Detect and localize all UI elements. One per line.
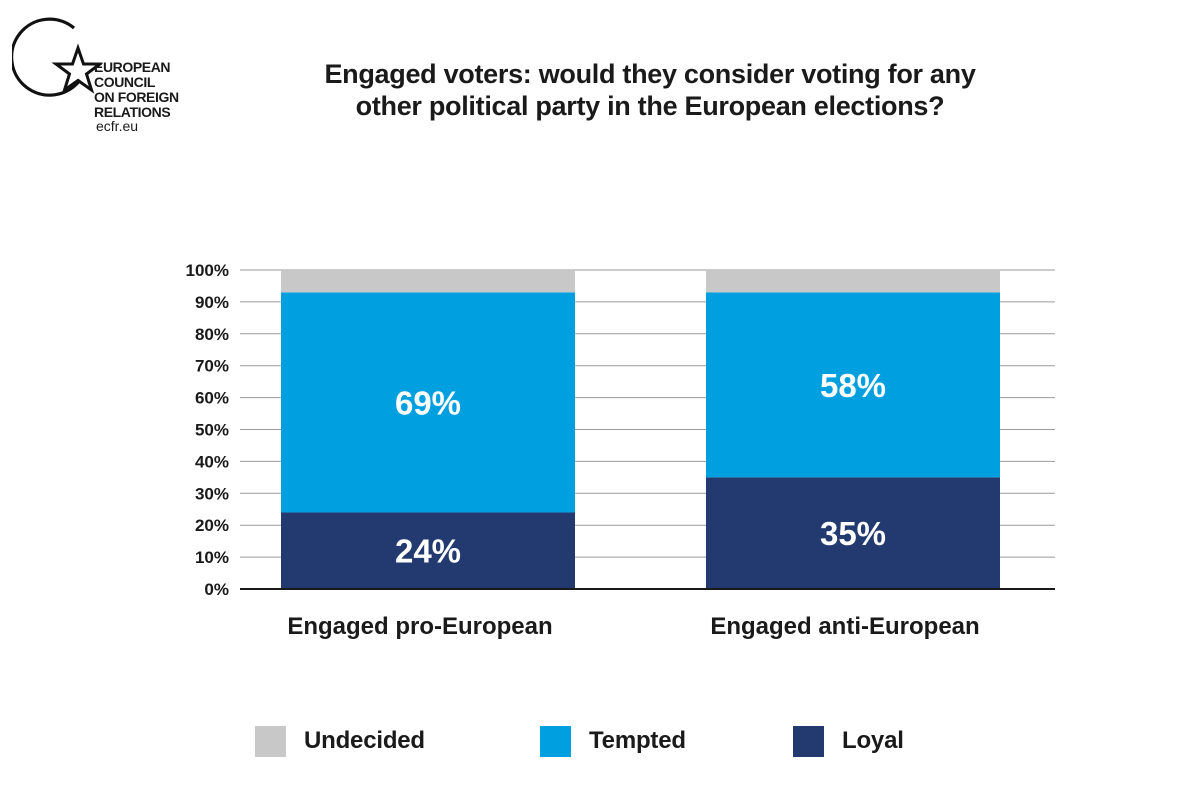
y-tick-label: 90%	[195, 293, 229, 312]
data-label-tempted: 69%	[395, 384, 461, 421]
logo-line-4: Relations	[94, 104, 171, 120]
data-label-loyal: 24%	[395, 533, 461, 570]
data-label-loyal: 35%	[820, 515, 886, 552]
bar-tempted	[706, 292, 1000, 478]
legend-swatch-tempted	[540, 725, 571, 757]
logo-line-3: on Foreign	[94, 89, 179, 105]
legend-label-loyal: Loyal	[842, 727, 904, 754]
y-tick-label: 20%	[195, 516, 229, 535]
legend-label-undecided: Undecided	[304, 727, 425, 754]
legend-item-loyal: Loyal	[793, 723, 904, 759]
bar-loyal	[281, 512, 575, 589]
x-category-label: Engaged anti-European	[710, 613, 979, 640]
x-category-label: Engaged pro-European	[287, 613, 552, 640]
chart-title: Engaged voters: would they consider voti…	[250, 58, 1050, 122]
star-circle-logo-icon	[12, 17, 102, 97]
chart-title-line-1: Engaged voters: would they consider voti…	[324, 59, 976, 89]
ecfr-logo: European Council on Foreign Relations ec…	[12, 10, 212, 140]
y-tick-label: 100%	[186, 261, 229, 280]
bar-undecided	[706, 270, 1000, 293]
bar-undecided	[281, 270, 575, 293]
chart-title-line-2: other political party in the European el…	[355, 91, 945, 121]
legend-swatch-loyal	[793, 725, 824, 757]
bar-loyal	[706, 477, 1000, 589]
y-tick-label: 40%	[195, 452, 229, 471]
logo-url: ecfr.eu	[96, 118, 139, 134]
y-tick-label: 70%	[195, 357, 229, 376]
legend-label-tempted: Tempted	[589, 727, 686, 754]
logo-wordmark: European Council on Foreign Relations	[94, 60, 179, 120]
data-label-tempted: 58%	[820, 367, 886, 404]
y-tick-label: 0%	[204, 580, 229, 599]
y-tick-label: 60%	[195, 389, 229, 408]
legend-swatch-undecided	[255, 725, 286, 757]
logo-line-2: Council	[94, 74, 155, 90]
legend-item-tempted: Tempted	[540, 723, 686, 759]
y-tick-label: 30%	[195, 484, 229, 503]
y-tick-label: 50%	[195, 421, 229, 440]
y-tick-label: 10%	[195, 548, 229, 567]
logo-line-1: European	[94, 59, 171, 75]
y-tick-label: 80%	[195, 325, 229, 344]
bar-tempted	[281, 292, 575, 513]
legend-item-undecided: Undecided	[255, 723, 425, 759]
